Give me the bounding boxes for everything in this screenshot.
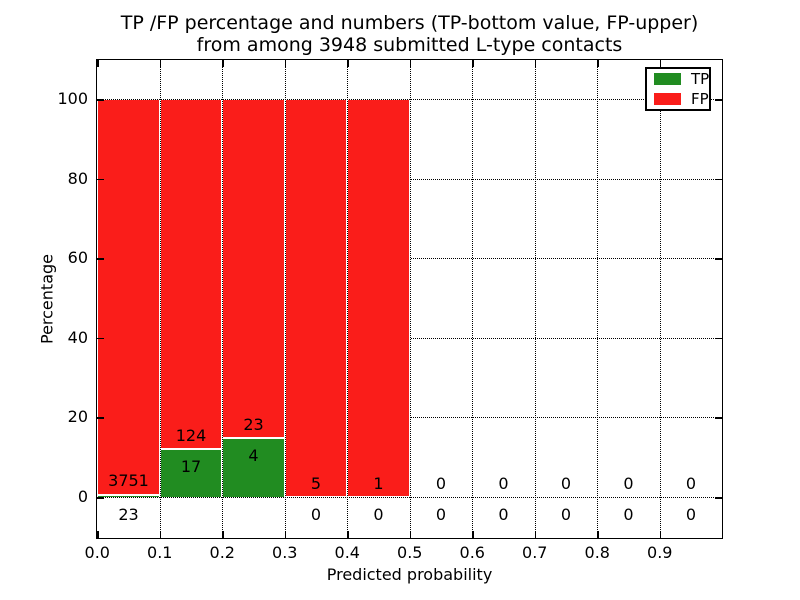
- gridline-vertical: [222, 60, 223, 538]
- tp-count-label: 0: [435, 504, 447, 524]
- tp-count-label: 0: [373, 504, 384, 524]
- tp-count-label: 0: [560, 504, 572, 524]
- tp-count-label: 23: [118, 504, 139, 524]
- axis-tick: [97, 531, 99, 538]
- fp-count-label: 5: [310, 473, 322, 493]
- x-tick-label: 0.6: [459, 543, 485, 562]
- plot-area: TP FP 3751 23 124 17 23 4 5 0 1 0 0 0 0 0 0 0 0 0 0 0: [96, 59, 723, 539]
- y-tick-label: 100: [57, 89, 88, 108]
- y-tick-label: 80: [67, 168, 88, 188]
- axis-tick: [222, 60, 224, 67]
- axis-tick: [284, 60, 286, 67]
- axis-tick: [659, 531, 661, 538]
- gridline-vertical: [409, 60, 411, 538]
- fp-legend-swatch-icon: [654, 93, 681, 105]
- axis-tick: [534, 531, 536, 538]
- tp-count-label: 17: [180, 456, 202, 476]
- axis-tick: [97, 60, 99, 67]
- x-tick-label: 0.2: [209, 543, 235, 562]
- fp-bar: [222, 99, 285, 439]
- axis-tick: [222, 531, 224, 538]
- legend-item-fp: FP: [654, 91, 709, 107]
- axis-tick: [715, 178, 722, 181]
- chart-title: TP /FP percentage and numbers (TP-bottom…: [97, 12, 722, 56]
- tp-count-label: 4: [248, 445, 259, 465]
- x-axis-label: Predicted probability: [326, 565, 493, 584]
- legend-item-label: TP: [691, 70, 710, 88]
- y-tick-label: 0: [77, 487, 88, 506]
- y-tick-label: 40: [67, 327, 88, 347]
- axis-tick: [715, 417, 722, 419]
- axis-tick: [715, 497, 722, 499]
- axis-tick: [472, 60, 474, 67]
- y-tick-label: 60: [67, 248, 88, 268]
- x-tick-label: 0.3: [272, 543, 298, 562]
- x-tick-label: 0.5: [397, 543, 423, 562]
- axis-tick: [284, 531, 286, 538]
- fp-count-label: 0: [435, 473, 447, 493]
- axis-tick: [347, 60, 349, 67]
- x-tick-label: 0.7: [522, 543, 548, 562]
- gridline-vertical: [472, 60, 473, 538]
- y-tick-label: 20: [67, 407, 88, 427]
- tp-count-label: 0: [498, 504, 509, 524]
- legend-item-label: FP: [691, 90, 709, 108]
- fp-count-label: 0: [623, 473, 634, 493]
- x-tick-label: 0.9: [647, 543, 673, 562]
- axis-tick: [715, 258, 722, 260]
- axis-tick: [97, 178, 104, 181]
- tp-count-label: 0: [685, 504, 697, 524]
- chart-title-line1: TP /FP percentage and numbers (TP-bottom…: [120, 12, 699, 34]
- tp-legend-swatch-icon: [654, 73, 681, 85]
- tp-bar: [159, 449, 222, 497]
- axis-tick: [472, 531, 474, 538]
- axis-tick: [97, 497, 104, 499]
- fp-bar: [347, 99, 410, 497]
- fp-count-label: 23: [243, 414, 264, 434]
- axis-tick: [409, 60, 411, 67]
- gridline-vertical: [347, 60, 348, 538]
- axis-tick: [534, 60, 536, 67]
- x-tick-label: 0.8: [584, 543, 610, 562]
- fp-bar: [284, 99, 347, 497]
- x-tick-label: 0.0: [84, 543, 110, 562]
- gridline-vertical: [159, 60, 161, 538]
- axis-tick: [97, 99, 104, 101]
- axis-tick: [97, 337, 104, 340]
- legend-item-tp: TP: [654, 71, 709, 87]
- tp-count-label: 0: [623, 504, 634, 524]
- axis-tick: [97, 417, 104, 419]
- gridline-vertical: [597, 60, 598, 538]
- fp-count-label: 0: [560, 473, 572, 493]
- x-tick-label: 0.4: [334, 543, 360, 562]
- fp-count-label: 0: [685, 473, 697, 493]
- fp-bar: [159, 99, 222, 449]
- axis-tick: [659, 60, 661, 67]
- gridline-vertical: [284, 60, 286, 538]
- fp-count-label: 1: [373, 473, 384, 493]
- chart-title-line2: from among 3948 submitted L-type contact…: [196, 34, 623, 56]
- axis-tick: [715, 99, 722, 101]
- fp-count-label: 124: [175, 425, 207, 445]
- fp-bar: [97, 99, 160, 495]
- gridline-vertical: [534, 60, 536, 538]
- legend: TP FP: [645, 67, 711, 111]
- axis-tick: [597, 60, 599, 67]
- axis-tick: [347, 531, 349, 538]
- fp-count-label: 3751: [108, 471, 149, 491]
- axis-tick: [409, 531, 411, 538]
- tp-bar: [222, 438, 285, 497]
- axis-tick: [715, 337, 722, 340]
- axis-tick: [97, 258, 104, 260]
- tp-bar: [97, 494, 160, 497]
- gridline-vertical: [659, 60, 661, 538]
- x-tick-label: 0.1: [147, 543, 173, 562]
- axis-tick: [159, 531, 161, 538]
- axis-tick: [597, 531, 599, 538]
- axis-tick: [159, 60, 161, 67]
- tp-count-label: 0: [310, 504, 322, 524]
- fp-count-label: 0: [498, 473, 509, 493]
